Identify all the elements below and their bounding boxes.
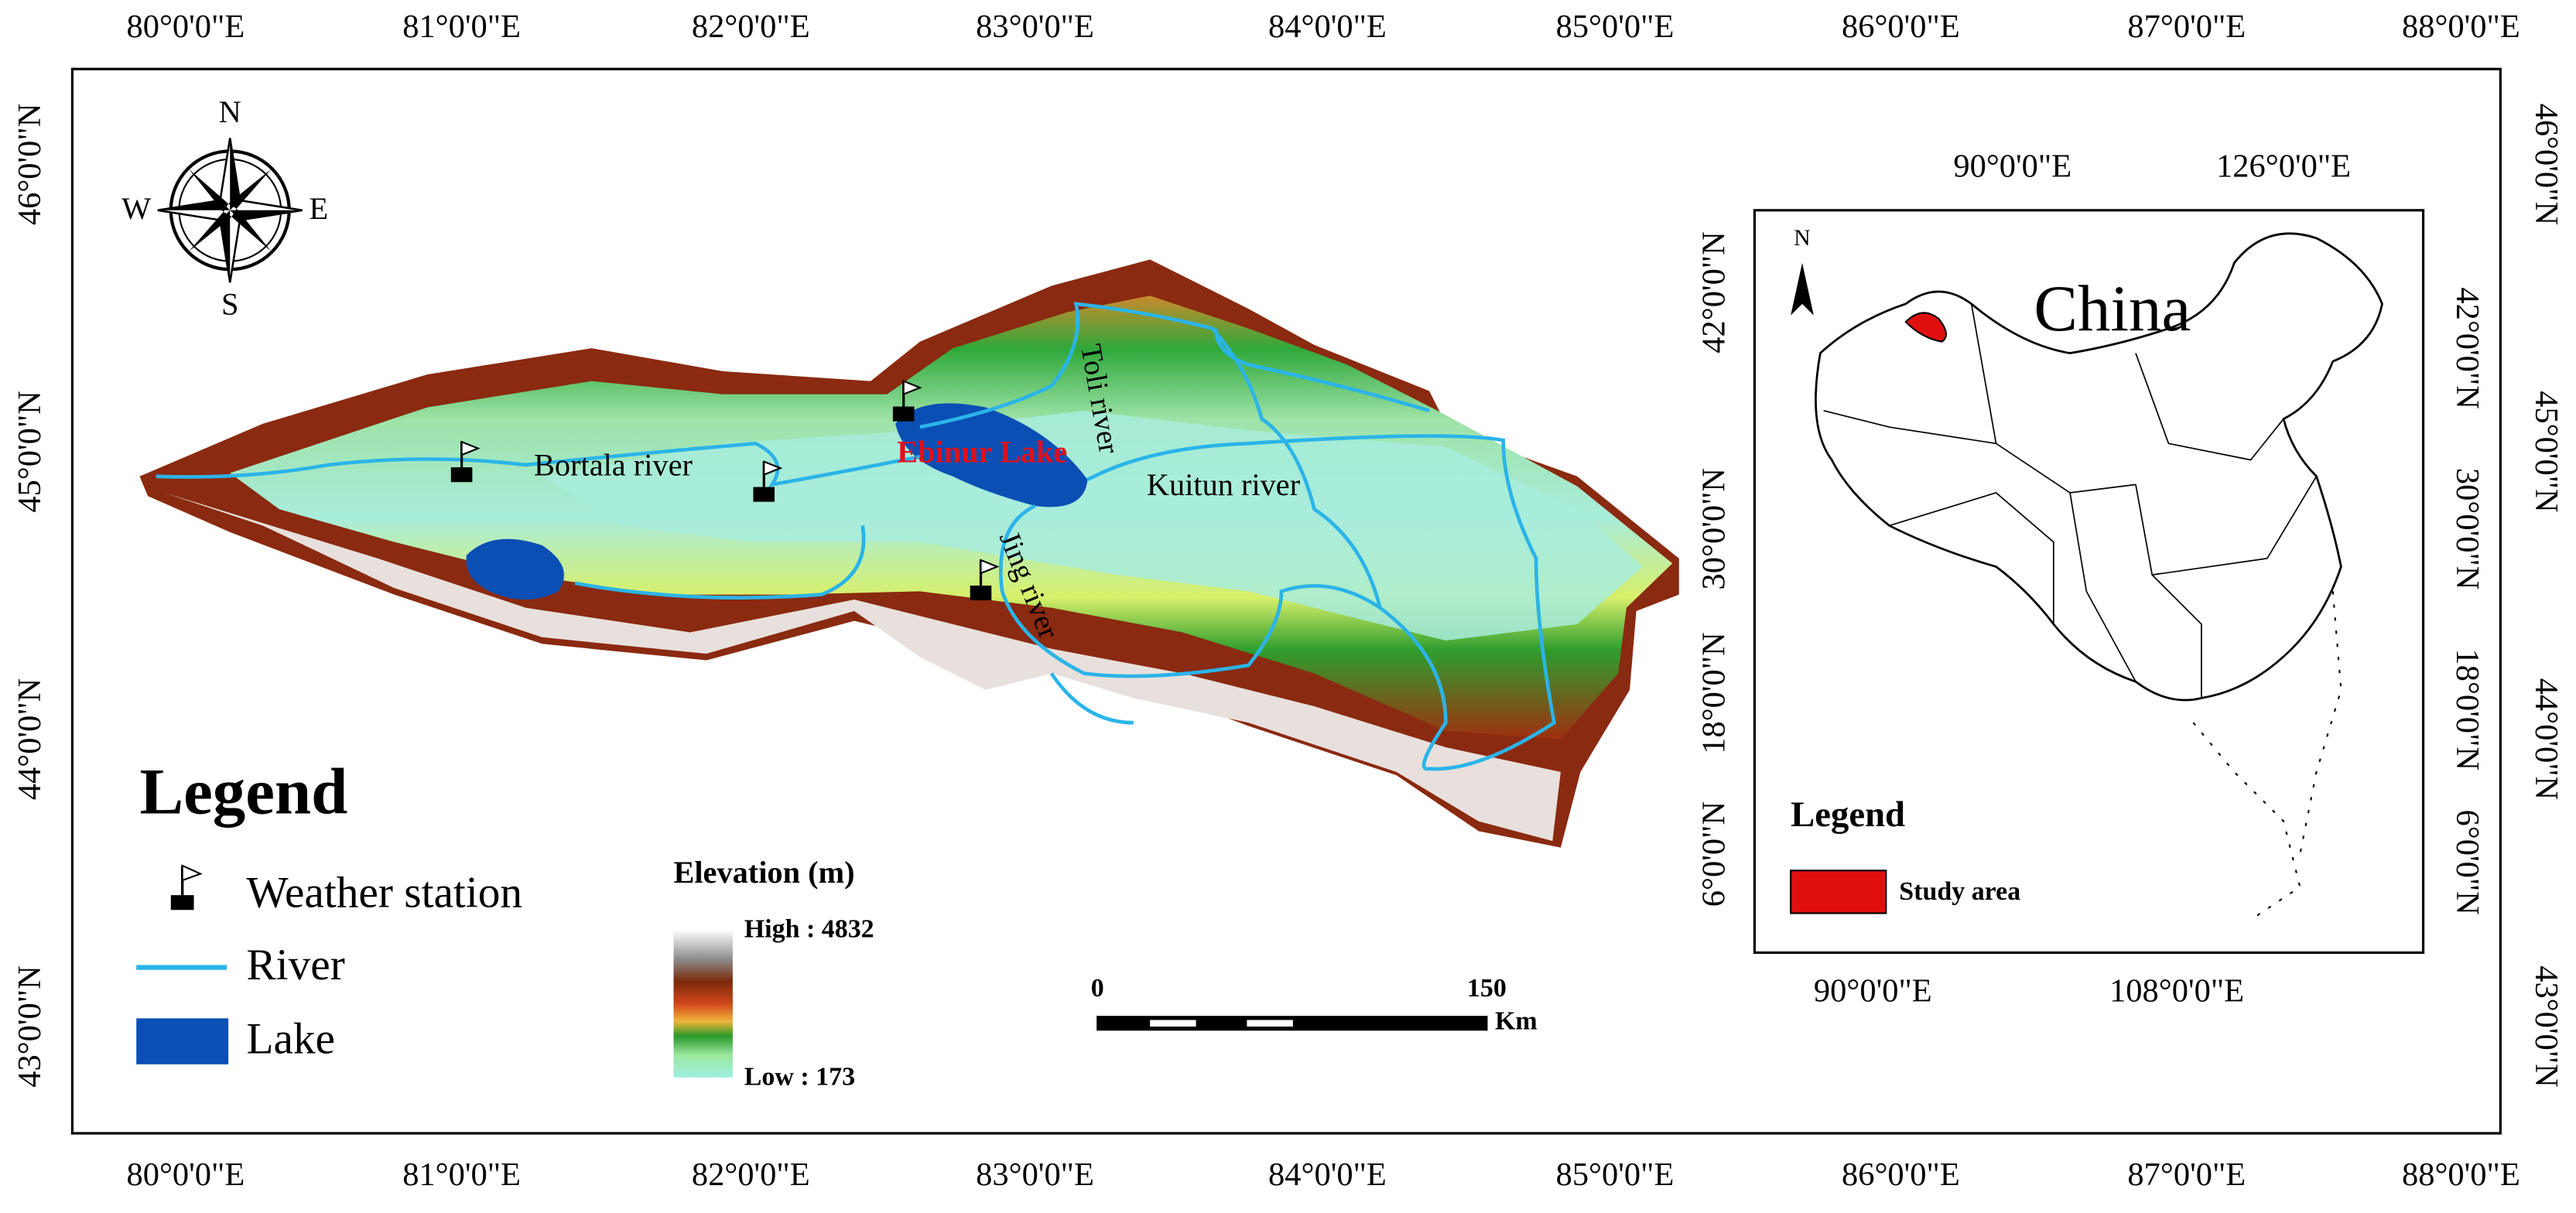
compass-s: S xyxy=(221,286,238,321)
lon-label: 85°0'0"E xyxy=(1556,9,1675,45)
lon-label: 83°0'0"E xyxy=(976,1157,1094,1193)
study-area xyxy=(1904,312,1947,343)
graticule: 80°0'0"E 81°0'0"E 82°0'0"E 83°0'0"E 84°0'0"E… xyxy=(12,9,2564,1193)
inset-north: N xyxy=(1794,226,1810,251)
inset-lat-label: 18°0'0"N xyxy=(2449,648,2485,771)
lat-label: 45°0'0"N xyxy=(2528,391,2564,513)
lon-label: 81°0'0"E xyxy=(402,1157,521,1193)
lon-label: 80°0'0"E xyxy=(127,1157,245,1193)
inset-lat-label: 42°0'0"N xyxy=(1695,231,1732,354)
river xyxy=(574,525,866,600)
inset-lat-label: 30°0'0"N xyxy=(1695,468,1732,590)
lon-label: 84°0'0"E xyxy=(1268,1157,1387,1193)
legend-lake-icon xyxy=(136,1018,229,1064)
lon-label: 85°0'0"E xyxy=(1556,1157,1675,1193)
legend-title: Legend xyxy=(139,755,347,828)
legend-item: Lake xyxy=(246,1014,335,1063)
inset-lat-label: 6°0'0"N xyxy=(2449,810,2485,915)
legend-item: River xyxy=(246,941,344,989)
lon-label: 87°0'0"E xyxy=(2127,1157,2246,1193)
lon-label: 83°0'0"E xyxy=(976,9,1094,45)
inset-legend-title: Legend xyxy=(1791,794,1905,835)
lon-label: 82°0'0"E xyxy=(692,1157,810,1193)
lat-label: 43°0'0"N xyxy=(2528,965,2564,1088)
lon-label: 84°0'0"E xyxy=(1268,9,1387,45)
river xyxy=(1213,328,1430,413)
river xyxy=(156,441,921,487)
lon-label: 87°0'0"E xyxy=(2127,9,2246,45)
inset-graticule: 90°0'0"E 126°0'0"E 90°0'0"E 108°0'0"E 42°0'0… xyxy=(1695,148,2485,1009)
inset-north-arrow xyxy=(1791,262,1814,316)
river-label: Bortala river xyxy=(534,447,693,482)
inset-lat-label: 42°0'0"N xyxy=(2449,287,2485,409)
river xyxy=(919,302,1557,771)
inset-lat-label: 30°0'0"N xyxy=(2449,468,2485,590)
terrain-basin xyxy=(542,410,1644,641)
scale-start: 0 xyxy=(1091,974,1104,1003)
scale-unit: Km xyxy=(1495,1007,1538,1036)
lon-label: 88°0'0"E xyxy=(2402,1157,2520,1193)
legend-item: Weather station xyxy=(246,868,522,917)
river xyxy=(998,504,1381,678)
elevation-title: Elevation (m) xyxy=(673,855,854,890)
lat-label: 46°0'0"N xyxy=(12,104,48,226)
lon-label: 82°0'0"E xyxy=(692,9,810,45)
inset-legend-swatch xyxy=(1790,870,1887,914)
compass-rose xyxy=(157,138,303,283)
china-outline xyxy=(1815,232,2383,702)
lake-ebinur xyxy=(895,403,1088,507)
inset-lon-label: 90°0'0"E xyxy=(1814,972,1932,1009)
lon-label: 80°0'0"E xyxy=(127,9,245,45)
inset-lon-label: 90°0'0"E xyxy=(1953,148,2071,184)
lon-label: 86°0'0"E xyxy=(1842,1157,1960,1193)
elevation-high: High : 4832 xyxy=(744,915,874,944)
lat-label: 46°0'0"N xyxy=(2528,104,2564,226)
lon-label: 81°0'0"E xyxy=(402,9,521,45)
legend-station-icon xyxy=(170,864,203,911)
compass-w: W xyxy=(121,191,151,226)
lake-label: Ebinur Lake xyxy=(897,434,1067,469)
south-china-sea-islands xyxy=(2192,591,2342,921)
weather-stations xyxy=(450,380,1000,601)
inset-lat-label: 6°0'0"N xyxy=(1695,801,1732,907)
inset-legend-item: Study area xyxy=(1899,877,2020,906)
scale-end: 150 xyxy=(1467,974,1507,1003)
inset-lon-label: 108°0'0"E xyxy=(2109,972,2244,1009)
elevation-ramp xyxy=(673,929,733,1078)
river-label: Kuitun river xyxy=(1147,467,1301,502)
lat-label: 44°0'0"N xyxy=(2528,678,2564,801)
river xyxy=(1049,672,1134,725)
elevation-low: Low : 173 xyxy=(744,1063,855,1092)
china-provinces xyxy=(1823,303,2318,699)
inset-lat-label: 18°0'0"N xyxy=(1695,632,1732,754)
lake-sayram xyxy=(466,538,564,600)
compass-e: E xyxy=(310,191,329,226)
compass-n: N xyxy=(219,94,241,129)
lat-label: 44°0'0"N xyxy=(12,678,48,801)
lon-label: 88°0'0"E xyxy=(2402,9,2520,45)
inset-lon-label: 126°0'0"E xyxy=(2216,148,2351,184)
inset-title: China xyxy=(2034,272,2191,345)
lat-label: 45°0'0"N xyxy=(12,391,48,513)
lon-label: 86°0'0"E xyxy=(1842,9,1960,45)
scale-bar xyxy=(1096,1016,1488,1031)
lat-label: 43°0'0"N xyxy=(12,965,48,1088)
